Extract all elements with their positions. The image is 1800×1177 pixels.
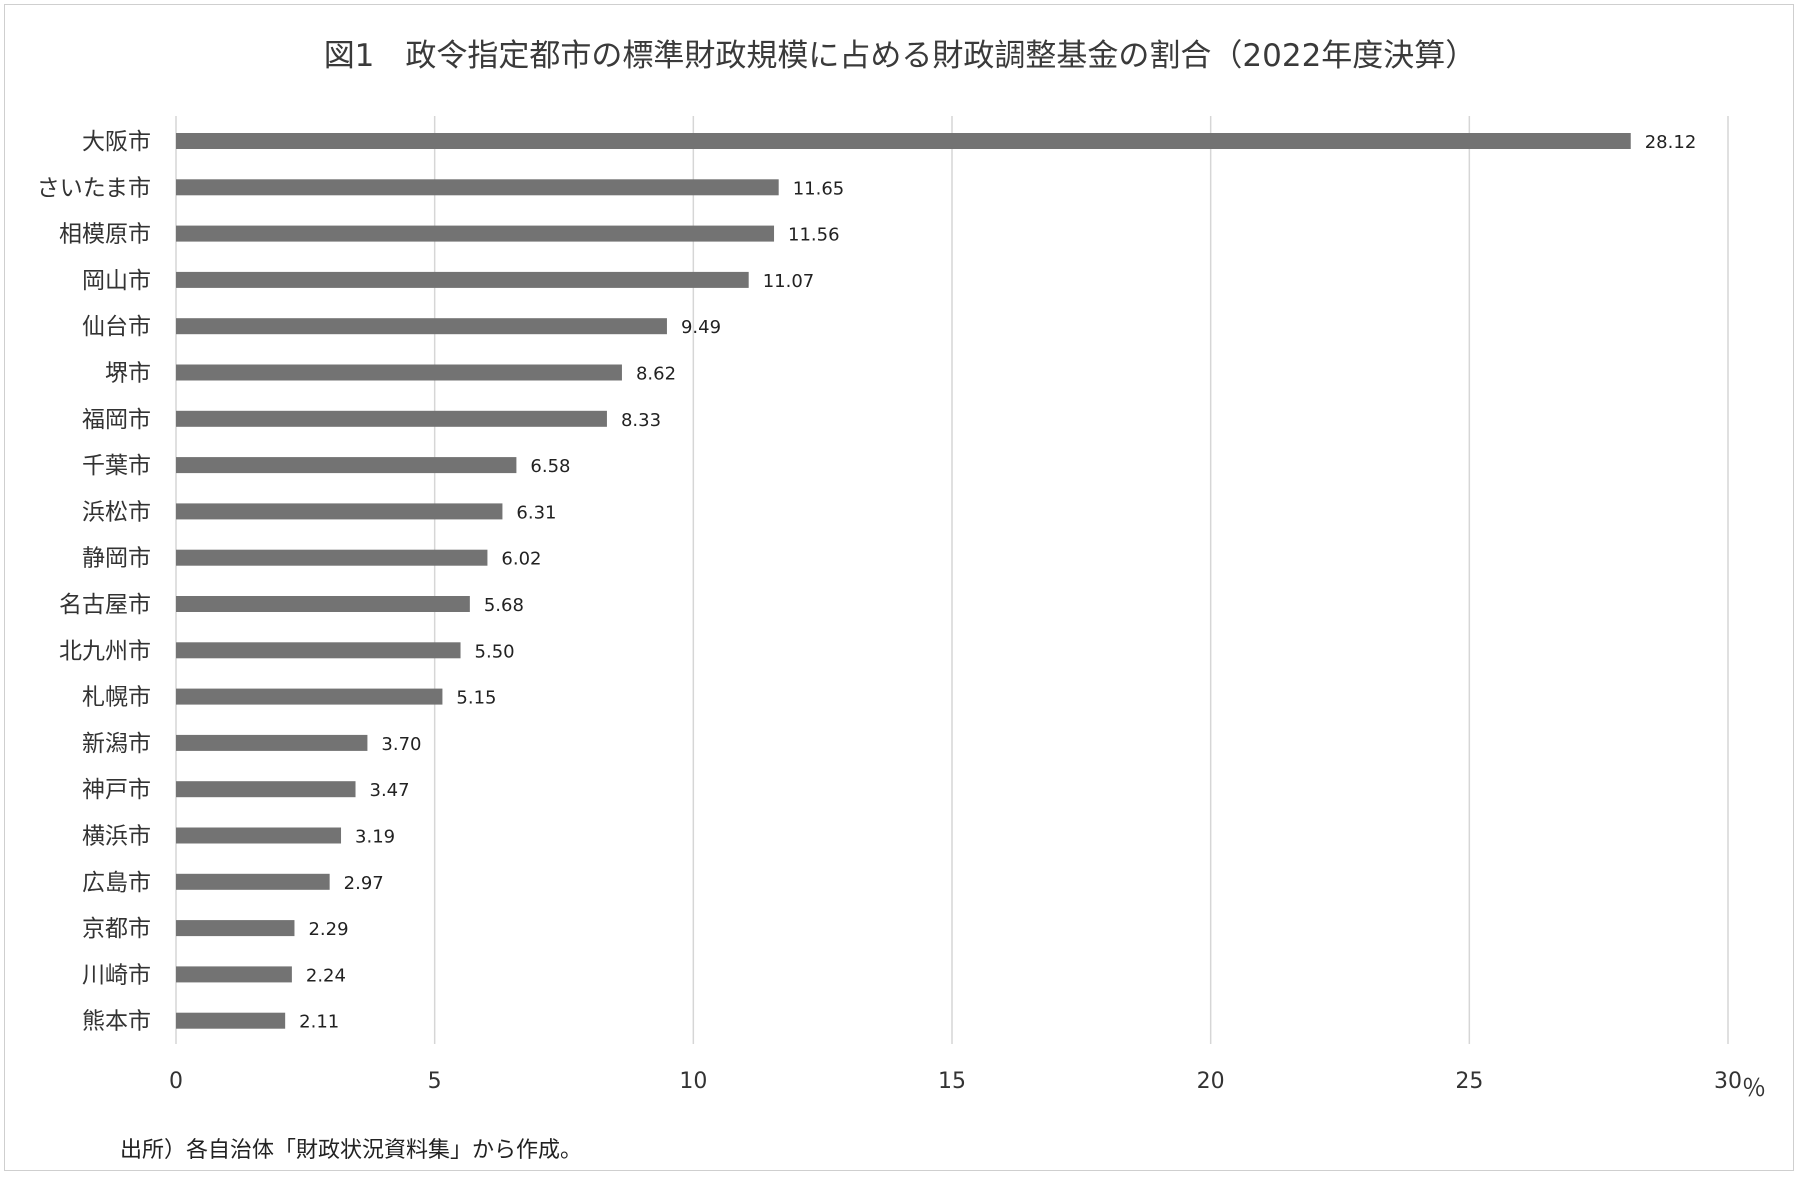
bars	[176, 133, 1631, 1029]
bar	[176, 688, 443, 705]
bar	[176, 781, 356, 798]
gridlines	[175, 116, 1729, 1044]
bar	[176, 225, 775, 242]
bar	[176, 734, 368, 751]
category-label: さいたま市	[37, 175, 151, 201]
bar	[176, 364, 622, 381]
bar	[176, 457, 517, 474]
bar-value-label: 6.02	[501, 549, 541, 570]
category-label: 名古屋市	[59, 592, 151, 618]
category-label: 広島市	[82, 870, 151, 896]
bar-value-label: 3.47	[370, 780, 410, 801]
bar-value-label: 5.15	[456, 688, 496, 709]
bar-value-label: 8.33	[621, 410, 661, 431]
bar	[176, 271, 749, 288]
bar	[176, 133, 1631, 149]
bar-value-label: 8.62	[636, 364, 676, 385]
x-tick-label: 0	[169, 1069, 183, 1094]
category-labels: 大阪市さいたま市相模原市岡山市仙台市堺市福岡市千葉市浜松市静岡市名古屋市北九州市…	[37, 129, 151, 1035]
chart-title: 図1 政令指定都市の標準財政規模に占める財政調整基金の割合（2022年度決算）	[323, 38, 1477, 74]
bar	[176, 827, 342, 844]
bar	[176, 1012, 286, 1029]
bar-value-label: 2.24	[306, 965, 346, 986]
category-label: 千葉市	[82, 453, 151, 479]
bar-value-label: 11.07	[763, 271, 815, 292]
x-tick-label: 30	[1714, 1069, 1742, 1094]
category-label: 静岡市	[82, 546, 151, 572]
bar-value-label: 5.68	[484, 595, 524, 616]
bar	[176, 549, 488, 566]
bar	[176, 179, 779, 196]
x-axis-unit: ％	[1742, 1074, 1766, 1102]
source-note: 出所）各自治体「財政状況資料集」から作成。	[120, 1138, 583, 1163]
value-labels: 28.12 11.65 11.56 11.07 9.49 8.62 8.33 6.58 6.31…	[299, 132, 1696, 1033]
category-label: 大阪市	[82, 129, 151, 155]
x-axis-ticks: 0 5 10 15 20 25 30	[169, 1069, 1742, 1094]
category-label: 京都市	[82, 916, 151, 942]
bar-value-label: 2.29	[308, 919, 348, 940]
category-label: 札幌市	[82, 685, 151, 711]
category-label: 神戸市	[82, 777, 151, 803]
x-tick-label: 15	[938, 1069, 966, 1094]
bar-value-label: 2.97	[344, 873, 384, 894]
category-label: 岡山市	[82, 268, 151, 294]
x-tick-label: 25	[1455, 1069, 1483, 1094]
bar-value-label: 3.70	[381, 734, 421, 755]
bar-value-label: 6.58	[530, 456, 570, 477]
category-label: 川崎市	[82, 962, 151, 988]
bar	[176, 920, 295, 937]
bar-value-label: 11.65	[793, 178, 845, 199]
bar-value-label: 5.50	[475, 641, 515, 662]
category-label: 横浜市	[82, 824, 151, 850]
bar-value-label: 9.49	[681, 317, 721, 338]
bar	[176, 966, 292, 983]
bar	[176, 596, 470, 612]
bar	[176, 642, 461, 659]
bar-value-label: 11.56	[788, 225, 840, 246]
bar-value-label: 6.31	[516, 502, 556, 523]
category-label: 堺市	[105, 361, 151, 387]
bar-value-label: 3.19	[355, 827, 395, 848]
x-tick-label: 10	[679, 1069, 707, 1094]
x-tick-label: 20	[1197, 1069, 1225, 1094]
bar	[176, 318, 667, 335]
bar	[176, 873, 330, 890]
bar	[176, 503, 503, 520]
x-tick-label: 5	[428, 1069, 442, 1094]
category-label: 福岡市	[82, 407, 151, 433]
bar-value-label: 2.11	[299, 1012, 339, 1033]
chart-frame	[4, 4, 1794, 1171]
category-label: 浜松市	[82, 499, 151, 525]
category-label: 熊本市	[82, 1009, 151, 1035]
category-label: 新潟市	[82, 731, 151, 757]
category-label: 相模原市	[59, 222, 151, 248]
category-label: 仙台市	[82, 314, 151, 340]
bar-value-label: 28.12	[1645, 132, 1697, 153]
category-label: 北九州市	[59, 638, 151, 664]
bar	[176, 410, 607, 427]
